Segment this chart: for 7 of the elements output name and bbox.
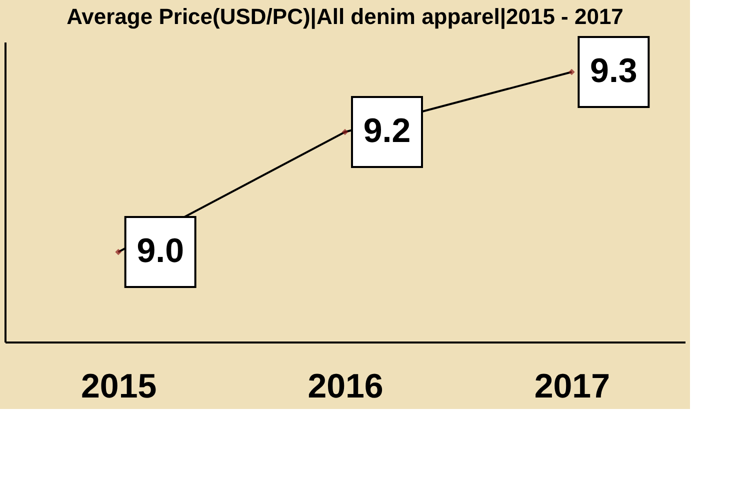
x-tick-label: 2017 (534, 368, 610, 406)
data-label: 9.3 (590, 52, 638, 90)
x-tick-label: 2016 (308, 368, 384, 406)
x-tick-label: 2015 (81, 368, 157, 406)
chart-title: Average Price(USD/PC)|All denim apparel|2015 - 2017 (66, 4, 624, 29)
data-label: 9.0 (136, 232, 184, 270)
data-label: 9.2 (363, 112, 411, 150)
